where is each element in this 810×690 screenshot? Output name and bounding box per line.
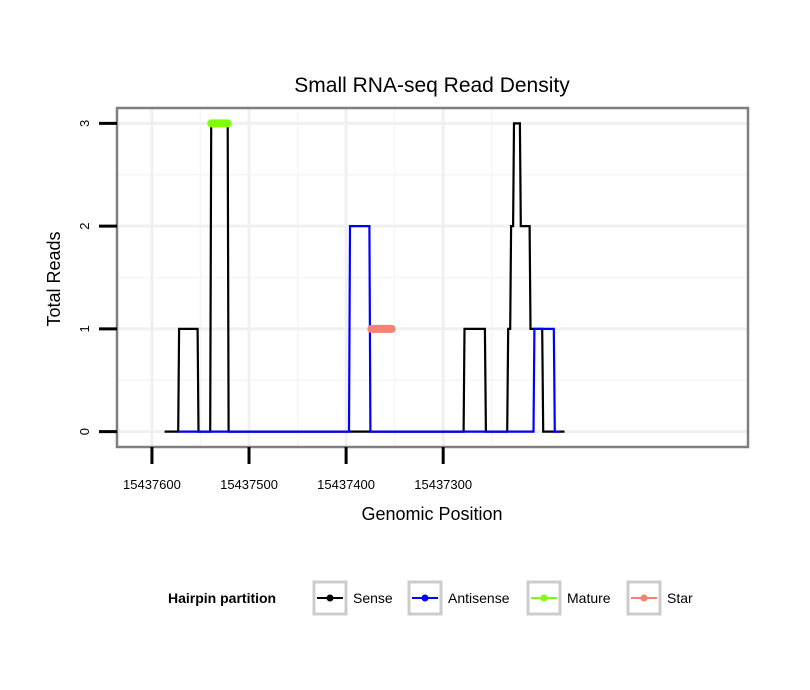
legend-label: Antisense — [448, 590, 510, 606]
legend-item-mature: Mature — [526, 580, 611, 616]
x-tick-label: 15437400 — [317, 477, 375, 492]
legend-key-point — [326, 594, 334, 602]
plot-panel-border — [115, 106, 750, 449]
legend-label: Mature — [567, 590, 611, 606]
legend-title: Hairpin partition — [168, 590, 276, 606]
x-tick-label: 15437500 — [220, 477, 278, 492]
legend-label: Sense — [353, 590, 393, 606]
y-axis: 0 1 2 3 — [77, 120, 117, 435]
x-tick-label: 15437300 — [414, 477, 472, 492]
x-axis-title: Genomic Position — [361, 504, 502, 524]
chart-title: Small RNA-seq Read Density — [294, 74, 570, 97]
y-axis-title: Total Reads — [44, 231, 64, 326]
legend-key-point — [640, 594, 648, 602]
series-line-antisense — [178, 225, 560, 433]
series-lines — [164, 119, 565, 433]
y-tick-label: 3 — [77, 120, 92, 127]
x-tick-label: 15437600 — [123, 477, 181, 492]
x-axis: 15437600 15437500 15437400 15437300 — [123, 447, 472, 492]
legend-key-point — [421, 594, 429, 602]
legend-item-antisense: Antisense — [407, 580, 510, 616]
y-tick-label: 1 — [77, 325, 92, 332]
y-tick-label: 0 — [77, 428, 92, 435]
legend-item-sense: Sense — [312, 580, 393, 616]
legend-label: Star — [667, 590, 693, 606]
legend: Hairpin partition Sense Antisense Mature St… — [168, 580, 693, 616]
legend-key-point — [540, 594, 548, 602]
legend-item-star: Star — [626, 580, 693, 616]
y-tick-label: 2 — [77, 223, 92, 230]
